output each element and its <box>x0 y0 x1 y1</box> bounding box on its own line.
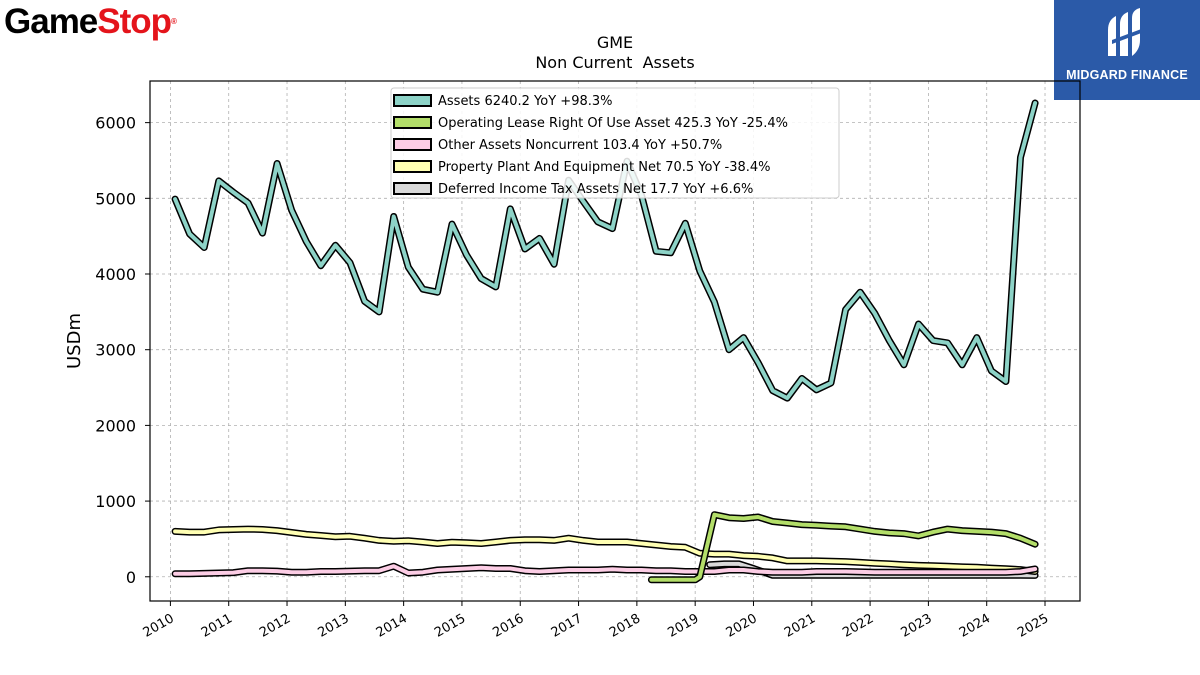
registered-mark: ® <box>171 17 177 26</box>
legend-swatch <box>393 138 432 151</box>
series-line-operating-lease-right-of-use-asset <box>649 512 1038 582</box>
legend-swatch <box>393 116 432 129</box>
x-tick-label: 2023 <box>899 611 935 641</box>
y-tick-label: 2000 <box>95 416 136 435</box>
x-tick-label: 2019 <box>665 611 701 641</box>
midgard-finance-logo: MIDGARD FINANCE <box>1054 0 1200 100</box>
y-tick-label: 1000 <box>95 492 136 511</box>
legend-label: Other Assets Noncurrent 103.4 YoY +50.7% <box>438 138 722 153</box>
legend-label: Assets 6240.2 YoY +98.3% <box>438 94 613 109</box>
y-tick-label: 6000 <box>95 114 136 133</box>
series-layer <box>171 99 1039 584</box>
y-tick-label: 5000 <box>95 189 136 208</box>
x-tick-label: 2010 <box>141 611 177 641</box>
y-tick-label: 3000 <box>95 341 136 360</box>
legend-swatch <box>393 94 432 107</box>
x-tick-label: 2017 <box>549 611 585 641</box>
y-axis-label: USDm <box>64 313 85 369</box>
series-line-property-plant-and-equipment-net <box>173 527 1038 574</box>
x-tick-label: 2020 <box>724 611 760 641</box>
x-tick-label: 2024 <box>957 611 993 641</box>
x-tick-label: 2022 <box>840 611 876 641</box>
legend-label: Operating Lease Right Of Use Asset 425.3… <box>438 116 788 131</box>
midgard-m-logo-icon <box>1108 8 1144 56</box>
legend-label: Property Plant And Equipment Net 70.5 Yo… <box>438 160 771 175</box>
logo-part-game: Game <box>4 2 98 41</box>
legend-box <box>390 87 840 199</box>
y-tick-label: 0 <box>126 568 136 587</box>
legend: Assets 6240.2 YoY +98.3% Operating Lease … <box>390 87 840 199</box>
x-tick-label: 2021 <box>782 611 818 641</box>
gamestop-logo: GameStop® <box>4 2 177 42</box>
x-tick-label: 2015 <box>432 611 468 641</box>
x-tick-label: 2013 <box>315 611 351 641</box>
x-tick-label: 2012 <box>257 611 293 641</box>
x-tick-label: 2018 <box>607 611 643 641</box>
chart-subtitle: Non Current Assets <box>535 53 694 72</box>
series-line-other-assets-noncurrent <box>173 564 1038 576</box>
logo-part-stop: Stop <box>97 2 172 41</box>
chart-title: GME <box>597 33 633 52</box>
plot-frame <box>149 80 1081 602</box>
x-tick-label: 2025 <box>1015 611 1051 641</box>
legend-swatch <box>393 160 432 173</box>
brand-name: MIDGARD FINANCE <box>1066 68 1188 82</box>
y-tick-label: 4000 <box>95 265 136 284</box>
x-tick-label: 2014 <box>374 611 410 641</box>
legend-label: Deferred Income Tax Assets Net 17.7 YoY … <box>438 182 753 197</box>
legend-swatch <box>393 182 432 195</box>
series-line-assets <box>173 101 1038 401</box>
x-tick-label: 2011 <box>199 611 235 641</box>
x-tick-label: 2016 <box>490 611 526 641</box>
